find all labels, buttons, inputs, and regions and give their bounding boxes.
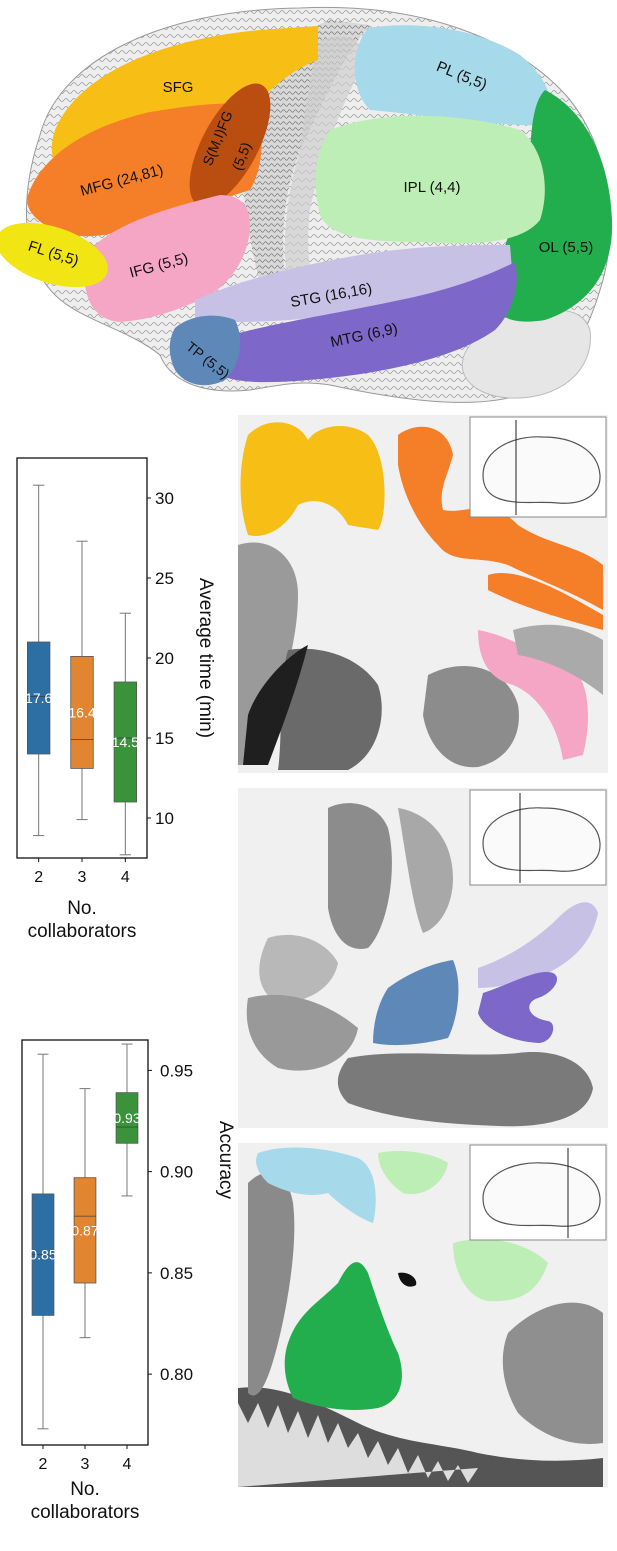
box-4 (113, 681, 137, 803)
y-tick-label: 10 (155, 809, 174, 828)
region-pl[interactable] (354, 25, 555, 126)
x-axis-label-line1: No. (70, 1479, 100, 1500)
coronal-slice-parietal (238, 1143, 608, 1487)
coronal-slice-frontal (238, 415, 608, 773)
postcentral-gyrus (284, 36, 363, 300)
box-4 (115, 1092, 139, 1144)
slice-sfg[interactable] (240, 422, 385, 536)
slice-tp[interactable] (373, 960, 459, 1046)
y-tick-label: 0.90 (160, 1163, 193, 1182)
y-axis-label: Average time (min) (195, 578, 216, 738)
slice-mtg[interactable] (478, 972, 558, 1043)
slice-mfg[interactable] (398, 426, 603, 630)
box-3 (70, 655, 94, 769)
black-fiber (398, 1272, 417, 1287)
deep-gray-2 (398, 808, 453, 933)
x-tick-label: 2 (39, 1456, 48, 1473)
inset-brain (482, 807, 601, 872)
y-tick-label: 0.95 (160, 1061, 193, 1080)
region-mtg[interactable] (210, 262, 517, 383)
box-value-label: 0.87 (71, 1222, 98, 1238)
y-tick-label: 20 (155, 649, 174, 668)
region-ol[interactable] (490, 90, 613, 322)
time-boxplot: 17.6 16.4 14.5 10 15 20 25 30 2 3 4 No. collabor… (16, 457, 216, 942)
label-sfg: SFG (163, 79, 194, 96)
box-3 (73, 1177, 97, 1284)
y-tick-label: 0.80 (160, 1365, 193, 1384)
inset-brain (482, 436, 601, 504)
deep-gray-4 (246, 994, 358, 1071)
black-structure (243, 645, 308, 765)
temporal-gray (423, 666, 519, 768)
slice-ipl-2[interactable] (453, 1239, 548, 1302)
region-ipl[interactable] (315, 115, 545, 244)
slice-stg[interactable] (478, 902, 598, 988)
x-tick-label: 4 (121, 869, 130, 886)
box-value-label: 0.85 (29, 1247, 56, 1263)
label-ol: OL (5,5) (539, 239, 593, 256)
box-value-label: 17.6 (25, 690, 52, 706)
coronal-slice-temporal (238, 788, 608, 1128)
x-axis-label-line1: No. (67, 898, 97, 919)
slice-ipl-1[interactable] (378, 1151, 448, 1195)
region-ifg[interactable] (84, 195, 250, 322)
region-tp[interactable] (169, 315, 241, 386)
y-tick-label: 0.85 (160, 1264, 193, 1283)
y-tick-label: 25 (155, 569, 174, 588)
box-value-label: 14.5 (112, 734, 139, 750)
region-smifg[interactable] (173, 72, 286, 218)
slice-pl[interactable] (256, 1147, 376, 1223)
box-value-label: 16.4 (68, 704, 95, 720)
x-axis-label-line2: collaborators (28, 921, 137, 942)
deep-gray-1 (328, 803, 392, 949)
y-tick-label: 15 (155, 729, 174, 748)
x-tick-label: 3 (78, 869, 87, 886)
accuracy-boxplot: 0.85 0.87 0.93 0.80 0.85 0.90 0.95 2 3 4 No. co… (21, 1039, 236, 1523)
x-tick-label: 3 (81, 1456, 90, 1473)
y-axis-label: Accuracy (215, 1121, 236, 1200)
left-cortex-gray (248, 1172, 295, 1396)
box-value-label: 0.93 (113, 1110, 140, 1126)
slice-ol[interactable] (284, 1262, 402, 1410)
brain-region-map: SFG MFG (24,81) S(M,I)FG (5,5) FL (5,5) … (0, 6, 613, 403)
basal-ganglia (278, 648, 382, 770)
y-tick-label: 30 (155, 489, 174, 508)
label-ipl: IPL (4,4) (404, 179, 461, 196)
x-tick-label: 4 (123, 1456, 132, 1473)
temporal-lobe-gray (337, 1052, 593, 1127)
right-cortex-gray (502, 1302, 603, 1444)
deep-gray-3 (259, 934, 338, 1003)
box-2 (26, 641, 51, 755)
cerebellum-folia (238, 1403, 478, 1487)
region-fl[interactable] (0, 210, 116, 299)
region-stg[interactable] (195, 245, 512, 322)
x-axis-label-line2: collaborators (31, 1502, 140, 1523)
right-gray (513, 624, 603, 695)
x-tick-label: 2 (34, 869, 43, 886)
inset-brain (482, 1162, 601, 1227)
